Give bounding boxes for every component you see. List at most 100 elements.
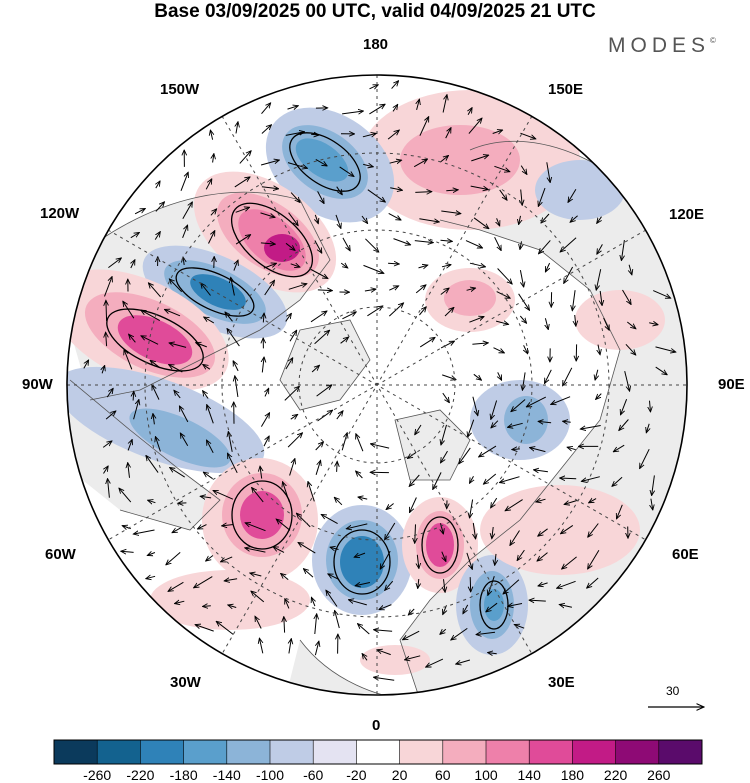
wind-vector <box>255 616 262 629</box>
wind-vector <box>493 347 505 353</box>
wind-vector <box>180 172 188 191</box>
colorbar <box>53 739 703 765</box>
wind-vector <box>390 188 402 191</box>
wind-vector <box>494 165 510 171</box>
wind-vector <box>284 386 300 401</box>
wind-vector <box>130 233 140 239</box>
wind-vector <box>356 471 363 479</box>
wind-vector <box>334 497 343 506</box>
wind-vector <box>389 286 398 291</box>
wind-vector <box>492 526 493 539</box>
wind-vector <box>491 420 499 428</box>
wind-vector <box>245 548 266 553</box>
wind-vector <box>418 578 419 589</box>
wind-vector <box>235 235 251 245</box>
wind-vector <box>342 312 356 320</box>
colorbar-swatch <box>270 740 314 764</box>
wind-vector <box>538 528 548 536</box>
wind-vector <box>175 601 185 603</box>
wind-vector <box>168 581 184 591</box>
wind-vector <box>308 481 315 502</box>
colorbar-swatch <box>97 740 141 764</box>
lon-label-120e: 120E <box>669 206 705 223</box>
wind-vector <box>156 181 160 189</box>
wind-vector <box>172 527 182 533</box>
wind-vector <box>529 600 546 601</box>
wind-vector <box>466 552 472 569</box>
wind-vector <box>228 453 238 474</box>
colorbar-tick-label: 140 <box>517 767 541 783</box>
lon-label-0: 0 <box>372 717 381 734</box>
wind-vector <box>588 523 599 538</box>
wind-vector <box>222 525 234 526</box>
wind-vector <box>597 216 602 224</box>
lon-label-150w: 150W <box>160 81 200 98</box>
wind-vector <box>283 482 290 502</box>
wind-vector <box>285 358 293 370</box>
wind-vector <box>486 602 498 612</box>
lon-label-180: 180 <box>363 36 389 53</box>
vector-scale-label: 30 <box>666 684 680 698</box>
wind-vector <box>564 500 578 505</box>
colorbar-frame <box>53 739 703 765</box>
wind-vector <box>388 212 401 220</box>
wind-vector <box>562 556 577 569</box>
wind-vector <box>625 343 636 355</box>
wind-vector <box>483 473 497 484</box>
lon-label-120w: 120W <box>40 205 80 222</box>
colorbar-swatch <box>486 740 530 764</box>
wind-vector <box>228 432 233 452</box>
wind-vector <box>194 576 213 588</box>
wind-vector <box>596 393 602 400</box>
wind-vector <box>441 424 447 445</box>
wind-vector <box>511 399 526 412</box>
wind-vector <box>289 459 295 476</box>
wind-vector <box>208 231 215 244</box>
wind-vector <box>470 577 471 592</box>
wind-vector <box>385 522 396 540</box>
wind-vector <box>225 312 233 322</box>
colorbar-swatch <box>399 740 444 764</box>
wind-vector <box>216 621 234 635</box>
wind-vector <box>624 370 630 391</box>
wind-vector <box>182 225 188 238</box>
wind-vector <box>491 497 498 508</box>
wind-vector <box>473 522 475 539</box>
wind-vector <box>245 523 266 532</box>
wind-vector <box>441 523 444 534</box>
wind-vector <box>141 310 161 322</box>
colorbar-swatch <box>313 740 357 764</box>
wind-vector <box>391 81 399 89</box>
anomaly-field <box>67 90 665 675</box>
wind-vector <box>356 434 364 452</box>
wind-vector <box>146 576 156 578</box>
wind-vector <box>310 311 327 323</box>
wind-vector <box>260 243 275 244</box>
wind-vector <box>321 514 338 525</box>
wind-vector <box>264 280 275 296</box>
wind-vector <box>561 524 574 533</box>
colorbar-tick-label: -20 <box>346 767 367 783</box>
wind-vector <box>342 237 350 251</box>
wind-vector <box>179 406 189 423</box>
wind-vector <box>470 185 489 189</box>
wind-vector <box>545 318 548 329</box>
wind-vector <box>622 289 632 305</box>
wind-vector <box>285 132 305 136</box>
wind-vector <box>419 307 426 316</box>
wind-vector <box>568 188 577 202</box>
colorbar-tick-label: 260 <box>647 767 671 783</box>
wind-vector <box>415 285 426 294</box>
wind-vector <box>290 264 300 267</box>
wind-vector <box>363 264 384 273</box>
wind-vector <box>239 151 251 164</box>
wind-vector <box>213 154 214 163</box>
wind-vector <box>174 390 181 399</box>
wind-vector <box>575 314 576 326</box>
wind-vector <box>314 330 330 345</box>
wind-vector <box>473 373 482 380</box>
wind-vector <box>315 641 319 656</box>
wind-vector <box>362 133 376 136</box>
wind-vector <box>538 421 552 422</box>
wind-vector <box>281 573 289 580</box>
